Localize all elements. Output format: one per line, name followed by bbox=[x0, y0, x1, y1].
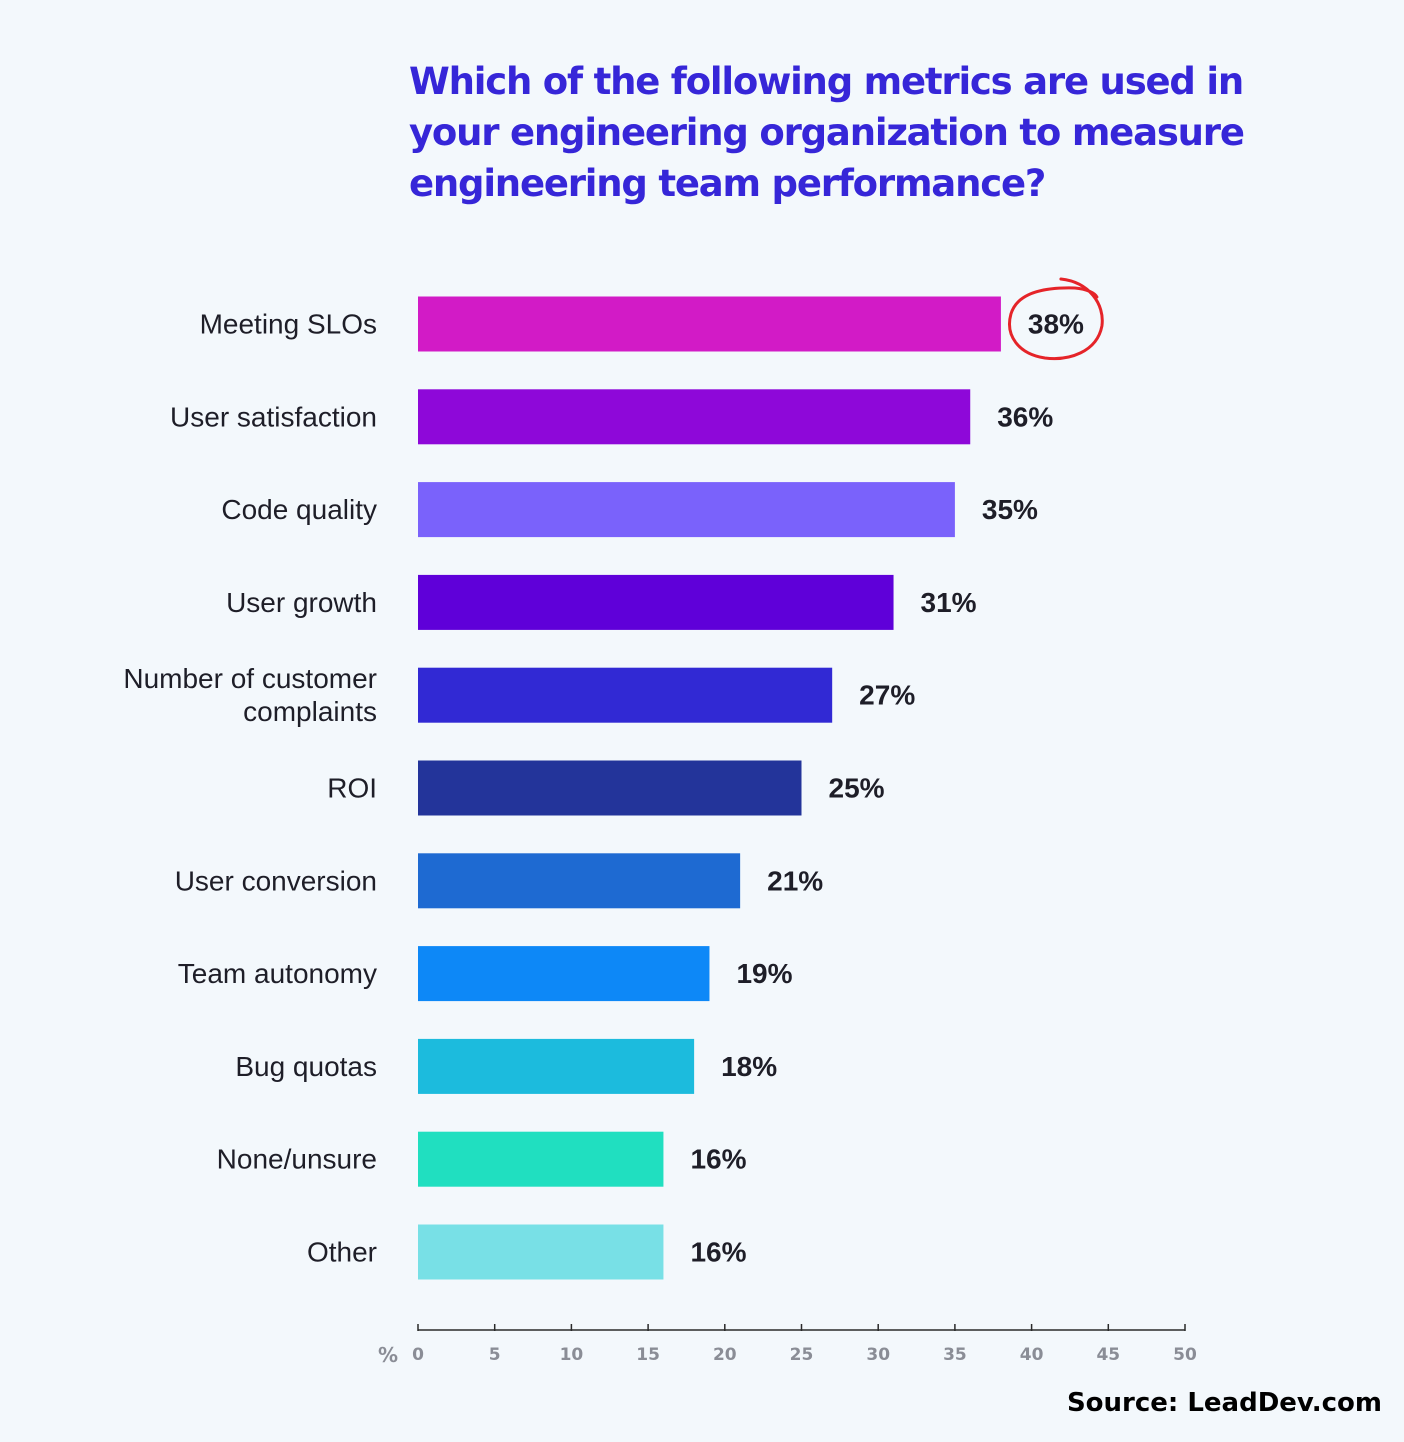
chart-title: Which of the following metrics are used … bbox=[409, 56, 1245, 209]
bar bbox=[418, 389, 971, 445]
bar bbox=[418, 482, 955, 538]
x-tick-label: 5 bbox=[489, 1345, 501, 1365]
category-label: Team autonomy bbox=[178, 958, 377, 989]
chart-title-line: Which of the following metrics are used … bbox=[409, 60, 1244, 103]
bar bbox=[418, 760, 802, 816]
x-tick-label: 40 bbox=[1020, 1345, 1044, 1365]
value-label: 21% bbox=[767, 865, 823, 896]
x-tick-label: 35 bbox=[943, 1345, 967, 1365]
highlight-circle bbox=[1008, 277, 1104, 361]
source-credit: Source: LeadDev.com bbox=[1066, 1388, 1382, 1418]
bar bbox=[418, 1131, 664, 1187]
category-label: None/unsure bbox=[217, 1144, 377, 1175]
category-label: User conversion bbox=[175, 865, 377, 896]
category-label: complaints bbox=[243, 696, 377, 727]
category-label: Bug quotas bbox=[235, 1051, 377, 1082]
x-tick-label: 25 bbox=[790, 1345, 814, 1365]
category-label: Number of customer bbox=[123, 663, 377, 694]
category-label: Meeting SLOs bbox=[200, 309, 377, 340]
category-label: Code quality bbox=[221, 494, 377, 525]
value-label: 16% bbox=[690, 1144, 746, 1175]
bar bbox=[418, 296, 1001, 352]
x-tick-label: 10 bbox=[560, 1345, 584, 1365]
bar bbox=[418, 574, 894, 630]
value-label: 35% bbox=[982, 494, 1038, 525]
category-label: ROI bbox=[327, 773, 377, 804]
value-label: 16% bbox=[690, 1237, 746, 1268]
x-tick-label: 20 bbox=[713, 1345, 737, 1365]
x-tick-label: 50 bbox=[1173, 1345, 1197, 1365]
value-label: 18% bbox=[721, 1051, 777, 1082]
chart-title-line: engineering team performance? bbox=[409, 162, 1046, 205]
value-label: 27% bbox=[859, 680, 915, 711]
bar bbox=[418, 1038, 695, 1094]
bar bbox=[418, 946, 710, 1002]
x-tick-label: 45 bbox=[1096, 1345, 1120, 1365]
value-label: 19% bbox=[736, 958, 792, 989]
bar bbox=[418, 853, 741, 909]
x-tick-label: 15 bbox=[636, 1345, 660, 1365]
x-tick-label: 0 bbox=[412, 1345, 424, 1365]
category-label: Other bbox=[307, 1237, 377, 1268]
value-label: 25% bbox=[829, 773, 885, 804]
value-label: 38% bbox=[1028, 309, 1084, 340]
x-tick-label: 30 bbox=[866, 1345, 890, 1365]
chart-title-line: your engineering organization to measure bbox=[409, 111, 1245, 154]
category-label: User satisfaction bbox=[170, 401, 377, 432]
value-label: 31% bbox=[921, 587, 977, 618]
bar bbox=[418, 667, 833, 723]
value-label: 36% bbox=[997, 401, 1053, 432]
category-label: User growth bbox=[226, 587, 377, 618]
bar bbox=[418, 1224, 664, 1280]
x-axis-unit-label: % bbox=[378, 1343, 398, 1367]
